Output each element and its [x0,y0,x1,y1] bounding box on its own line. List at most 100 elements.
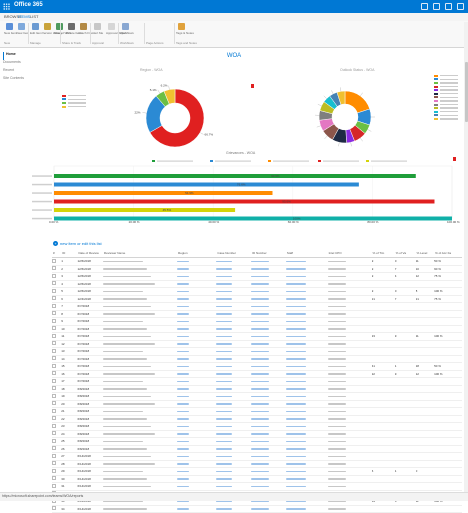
column-header[interactable]: Reviewer Name [103,249,177,258]
row-select-icon[interactable] [52,476,56,480]
row-select-icon[interactable] [52,259,56,263]
column-header[interactable]: Staff [286,249,328,258]
row-select-icon[interactable] [52,424,56,428]
table-cell: 100 % [434,288,462,296]
column-header[interactable]: % of Tim [372,249,395,258]
row-select-icon[interactable] [52,334,56,338]
bar[interactable] [54,217,452,221]
row-select-icon[interactable] [52,446,56,450]
column-header[interactable]: % of Va [395,249,416,258]
bar[interactable] [54,208,235,212]
row-select-icon[interactable] [52,356,56,360]
row-select-icon[interactable] [52,506,56,510]
pie-leader-line [142,112,146,113]
vertical-scrollbar[interactable] [464,22,468,492]
table-cell [52,310,61,318]
row-select-icon[interactable] [52,484,56,488]
row-select-icon[interactable] [52,296,56,300]
row-select-icon[interactable] [52,281,56,285]
row-select-icon[interactable] [52,394,56,398]
table-cell: 6/7/2018 [77,370,102,378]
row-select-icon[interactable] [52,326,56,330]
redacted-text [286,471,306,473]
bar[interactable] [54,183,359,187]
row-select-icon[interactable] [52,364,56,368]
row-select-icon[interactable] [52,311,56,315]
row-select-icon[interactable] [52,416,56,420]
pie-slice[interactable] [345,91,370,113]
bar[interactable] [54,174,416,178]
redacted-text [286,433,306,435]
row-select-icon[interactable] [52,461,56,465]
bar[interactable] [54,191,273,195]
new-item-link[interactable]: +new item or edit this list [53,241,102,246]
bar[interactable] [54,200,434,204]
row-select-icon[interactable] [52,409,56,413]
row-select-icon[interactable] [52,469,56,473]
column-header[interactable]: Intel CPO [328,249,372,258]
redacted-text [103,268,147,270]
row-select-icon[interactable] [52,401,56,405]
row-select-icon[interactable] [52,439,56,443]
row-select-icon[interactable] [52,319,56,323]
row-select-icon[interactable] [52,386,56,390]
column-header[interactable]: ID Number [251,249,286,258]
scrollbar-thumb[interactable] [465,62,468,122]
table-cell [434,408,462,416]
table-cell [103,393,177,401]
column-header[interactable]: Case Number [216,249,251,258]
row-select-icon[interactable] [52,341,56,345]
row-select-icon[interactable] [52,289,56,293]
row-select-icon[interactable] [52,379,56,383]
column-header[interactable]: Date of Review [77,249,102,258]
redacted-text [286,358,306,360]
column-header[interactable]: # [52,249,61,258]
row-select-icon[interactable] [52,371,56,375]
row-select-icon[interactable] [52,304,56,308]
legend-text-placeholder [323,161,359,162]
row-select-icon[interactable] [52,274,56,278]
table-cell: 14 [61,355,77,363]
table-cell [216,505,251,513]
row-select-icon[interactable] [52,349,56,353]
column-header[interactable]: ID [61,249,77,258]
row-select-icon[interactable] [52,266,56,270]
column-header[interactable]: % Level [416,249,435,258]
row-select-icon[interactable] [52,431,56,435]
row-select-icon[interactable] [52,454,56,458]
column-header[interactable]: % of Acc Fa [434,249,462,258]
column-header[interactable]: Region [177,249,216,258]
